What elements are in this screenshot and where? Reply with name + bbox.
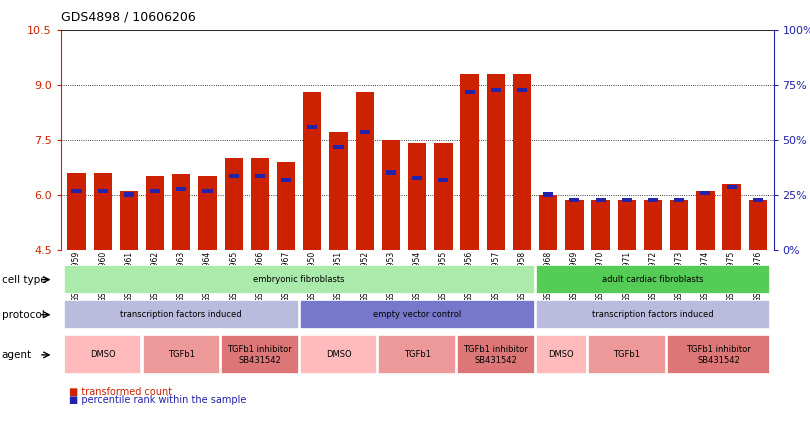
Bar [513, 74, 531, 250]
Text: transcription factors induced: transcription factors induced [121, 310, 242, 319]
Bar [360, 130, 370, 135]
Bar [198, 176, 216, 250]
Bar [544, 192, 553, 197]
Text: TGFb1 inhibitor
SB431542: TGFb1 inhibitor SB431542 [686, 345, 751, 365]
Bar [748, 200, 767, 250]
Bar [412, 176, 422, 180]
Text: empty vector control: empty vector control [373, 310, 461, 319]
Bar [277, 162, 296, 250]
Text: transcription factors induced: transcription factors induced [592, 310, 714, 319]
Text: agent: agent [2, 350, 32, 360]
Text: embryonic fibroblasts: embryonic fibroblasts [254, 275, 345, 284]
Bar [120, 191, 138, 250]
Bar [674, 198, 684, 202]
Bar [670, 200, 688, 250]
Bar [177, 187, 186, 191]
Bar [330, 132, 347, 250]
Bar [71, 189, 82, 193]
Bar [723, 184, 741, 250]
Bar [648, 198, 658, 202]
Text: TGFb1: TGFb1 [403, 350, 431, 360]
Bar [172, 174, 190, 250]
Bar [565, 200, 583, 250]
Bar [356, 92, 374, 250]
Bar [727, 185, 736, 190]
Bar [434, 143, 453, 250]
Bar [124, 192, 134, 197]
Text: GDS4898 / 10606206: GDS4898 / 10606206 [61, 11, 195, 24]
Bar [517, 88, 527, 92]
Bar [408, 143, 426, 250]
Text: TGFb1 inhibitor
SB431542: TGFb1 inhibitor SB431542 [463, 345, 528, 365]
Bar [622, 198, 632, 202]
Text: cell type: cell type [2, 275, 46, 285]
Bar [460, 74, 479, 250]
Bar [382, 140, 400, 250]
Bar [438, 178, 449, 182]
Bar [281, 178, 291, 182]
Text: ■ transformed count: ■ transformed count [69, 387, 172, 397]
Text: TGFb1 inhibitor
SB431542: TGFb1 inhibitor SB431542 [228, 345, 292, 365]
Text: DMSO: DMSO [548, 350, 574, 360]
Bar [334, 145, 343, 149]
Bar [569, 198, 579, 202]
Bar [251, 158, 269, 250]
Bar [146, 176, 164, 250]
Bar [202, 189, 212, 193]
Text: DMSO: DMSO [326, 350, 352, 360]
Text: adult cardiac fibroblasts: adult cardiac fibroblasts [603, 275, 704, 284]
Bar [491, 88, 501, 92]
Bar [67, 173, 86, 250]
Text: ■ percentile rank within the sample: ■ percentile rank within the sample [69, 395, 246, 405]
Bar [595, 198, 606, 202]
Bar [307, 124, 318, 129]
Bar [303, 92, 322, 250]
Bar [224, 158, 243, 250]
Bar [487, 74, 505, 250]
Bar [228, 174, 239, 179]
Bar [701, 190, 710, 195]
Bar [617, 200, 636, 250]
Bar [93, 173, 112, 250]
Text: DMSO: DMSO [90, 350, 116, 360]
Bar [697, 191, 714, 250]
Text: TGFb1: TGFb1 [613, 350, 640, 360]
Bar [386, 170, 396, 175]
Bar [255, 174, 265, 179]
Text: protocol: protocol [2, 310, 45, 320]
Bar [644, 200, 662, 250]
Bar [539, 195, 557, 250]
Text: TGFb1: TGFb1 [168, 350, 194, 360]
Bar [591, 200, 610, 250]
Bar [98, 189, 108, 193]
Bar [752, 198, 763, 202]
Bar [464, 90, 475, 94]
Bar [150, 189, 160, 193]
